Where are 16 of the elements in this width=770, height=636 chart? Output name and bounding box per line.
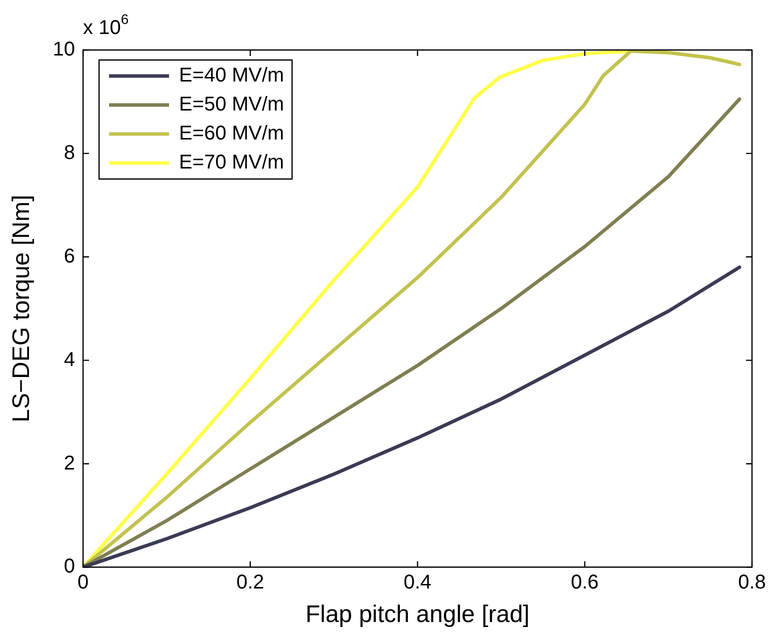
x-axis-title: Flap pitch angle [rad] [305,601,530,628]
y-tick-label: 4 [64,348,76,371]
y-tick-label: 2 [64,452,76,474]
legend-label: E=60 MV/m [179,122,284,145]
x-tick-label: 0.2 [236,572,264,594]
y-tick-label: 8 [64,142,76,164]
legend-label: E=50 MV/m [179,94,284,116]
y-tick-label: 0 [64,556,76,578]
x-tick-label: 0.4 [404,572,432,594]
y-tick-label: 6 [64,245,76,268]
x-tick-label: 0.8 [738,572,766,594]
y-tick-label: 10 [52,38,76,61]
x-tick-label: 0.6 [570,572,599,594]
y-axis-title: LS−DEG torque [Nm] [8,194,36,422]
legend-label: E=70 MV/m [179,152,284,174]
legend-label: E=40 MV/m [179,64,284,87]
